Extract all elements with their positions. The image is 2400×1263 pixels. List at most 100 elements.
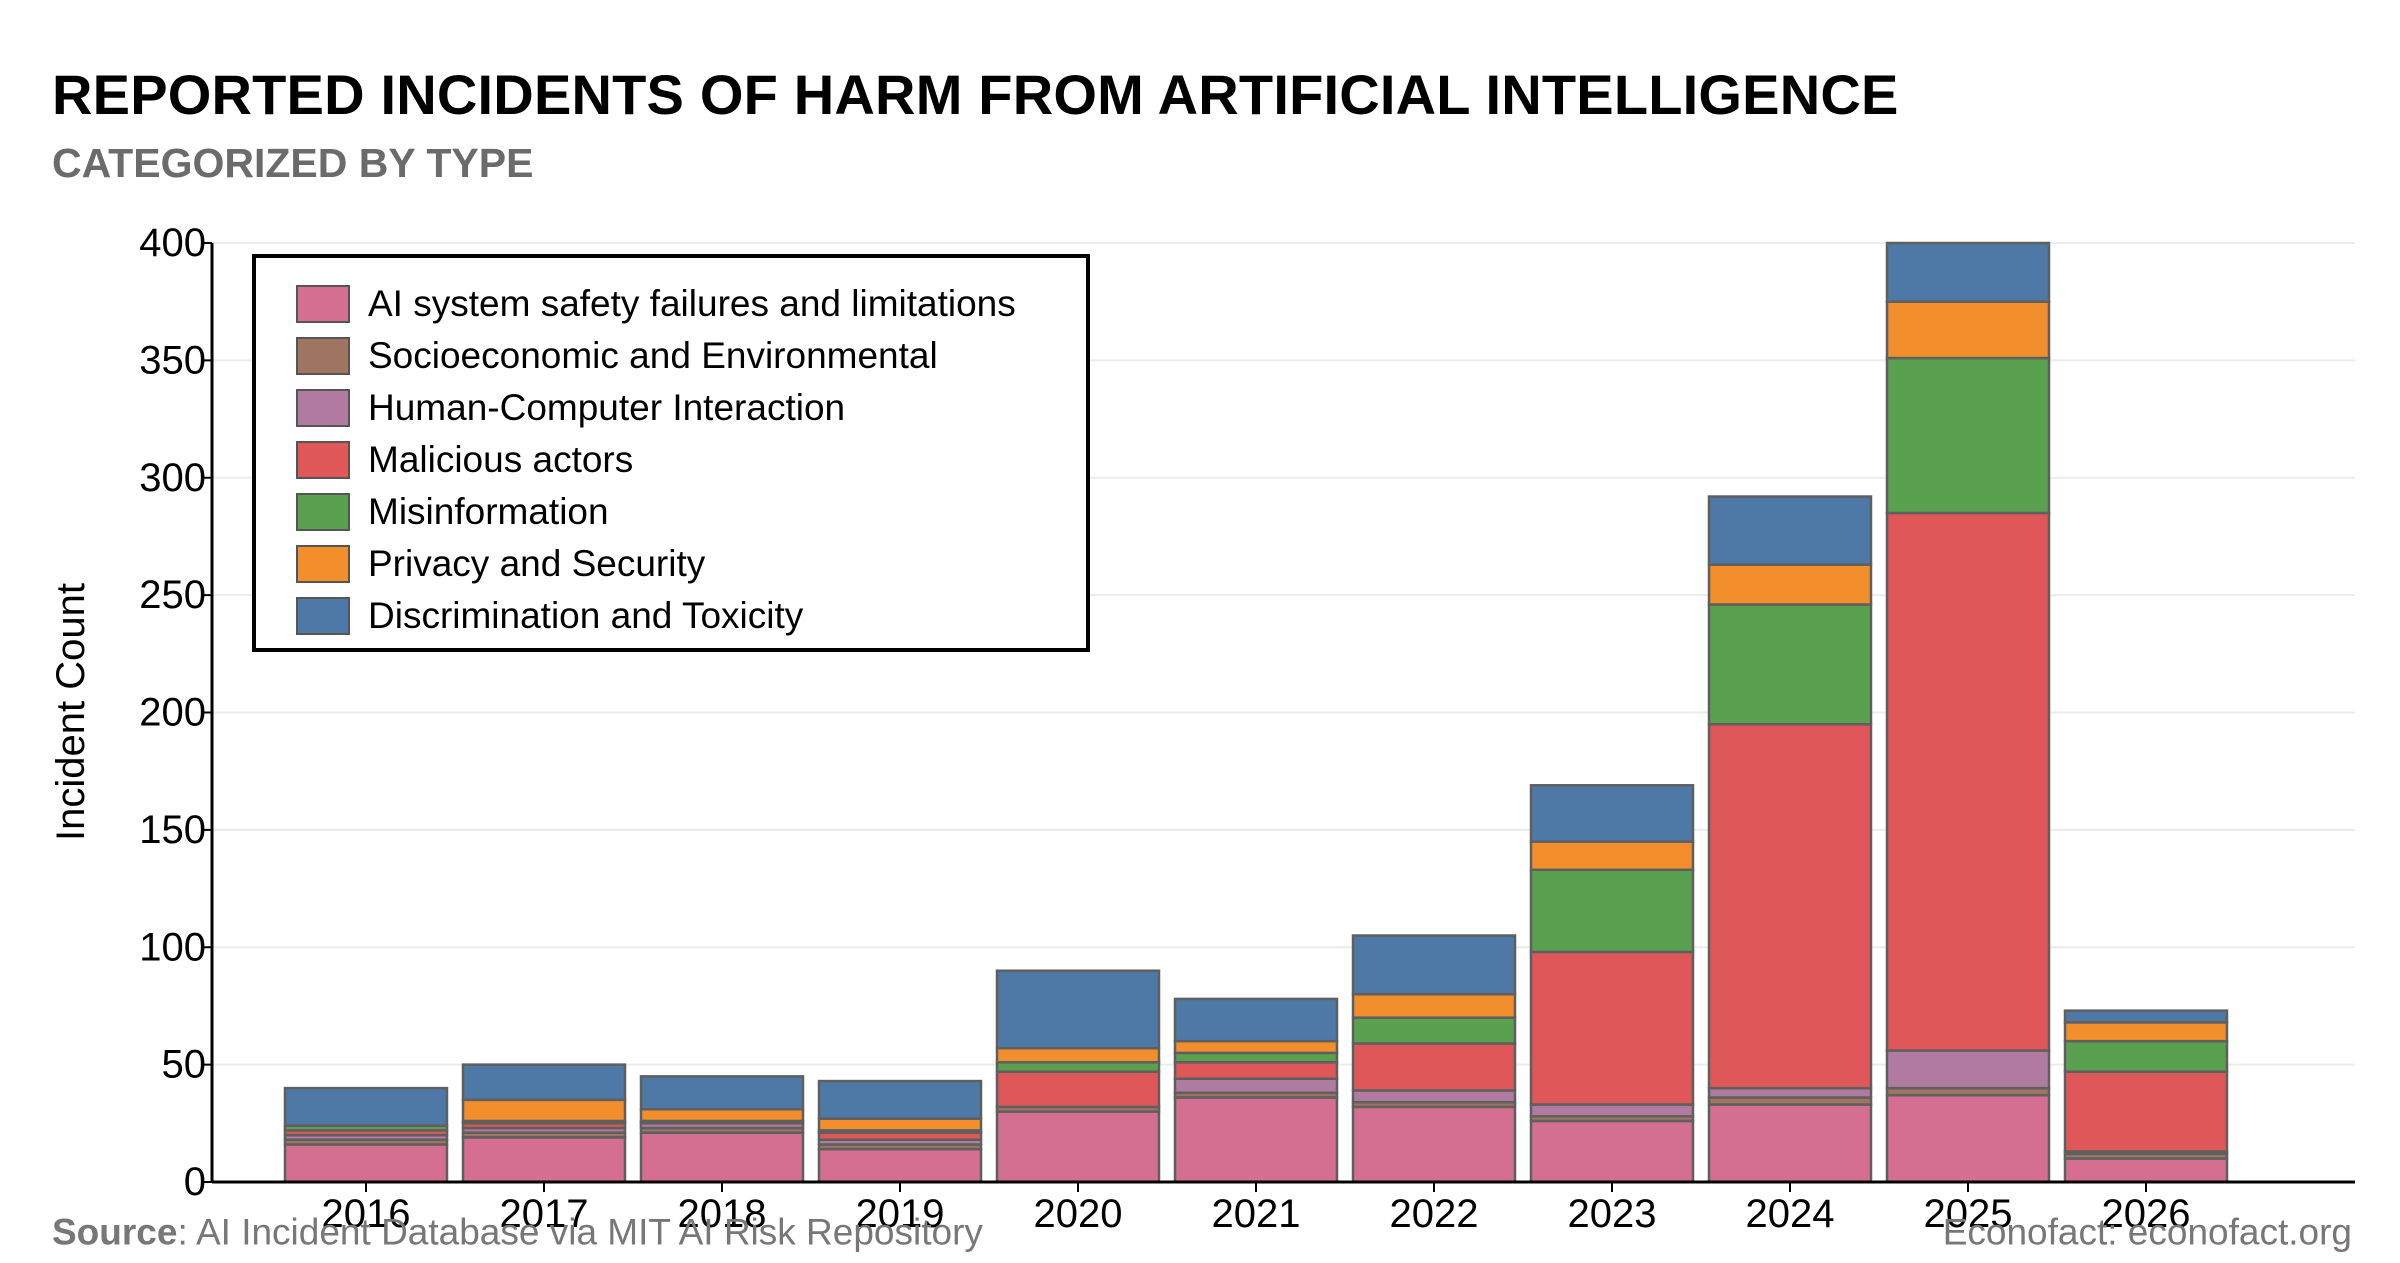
y-tick-label: 100 <box>139 925 206 969</box>
bar-segment-discrimination-and-toxicity <box>1173 997 1339 1043</box>
bar-segment-privacy-and-security <box>1529 840 1695 872</box>
bar-segment-ai-system-safety-failures-and-limitations <box>1885 1093 2051 1184</box>
bar-segment-ai-system-safety-failures-and-limitations <box>1707 1103 1873 1184</box>
x-tick-label: 2022 <box>1390 1192 1479 1236</box>
bar-segment-privacy-and-security <box>1351 992 1517 1019</box>
legend-swatch <box>296 441 350 479</box>
bar-segment-misinformation <box>1707 603 1873 726</box>
x-tick-label: 2026 <box>2102 1192 2191 1236</box>
bar-segment-discrimination-and-toxicity <box>283 1086 449 1127</box>
bar-segment-misinformation <box>1173 1051 1339 1064</box>
bar-segment-misinformation <box>2063 1039 2229 1073</box>
bar-segment-privacy-and-security <box>995 1046 1161 1064</box>
legend-item: Socioeconomic and Environmental <box>296 335 938 376</box>
bar-segment-privacy-and-security <box>639 1107 805 1123</box>
bar-segment-discrimination-and-toxicity <box>817 1079 983 1120</box>
x-tick-label: 2018 <box>678 1192 767 1236</box>
legend-label: Socioeconomic and Environmental <box>368 335 938 376</box>
bar-stack-2017 <box>461 1063 627 1184</box>
bar-segment-malicious-actors <box>2063 1070 2229 1153</box>
bar-segment-malicious-actors <box>1351 1042 1517 1092</box>
x-tick-label: 2019 <box>856 1192 945 1236</box>
y-tick-label: 350 <box>139 338 206 382</box>
bar-segment-malicious-actors <box>1885 511 2051 1052</box>
source-label: Source <box>52 1211 178 1253</box>
bar-segment-ai-system-safety-failures-and-limitations <box>1351 1105 1517 1184</box>
x-tick-label: 2023 <box>1568 1192 1657 1236</box>
bar-segment-privacy-and-security <box>1885 300 2051 360</box>
legend-label: Misinformation <box>368 491 609 532</box>
bar-segment-ai-system-safety-failures-and-limitations <box>2063 1157 2229 1184</box>
bar-stack-2016 <box>283 1086 449 1184</box>
legend-item: Human-Computer Interaction <box>296 387 846 428</box>
bar-segment-discrimination-and-toxicity <box>1707 495 1873 566</box>
bar-segment-human-computer-interaction <box>1173 1077 1339 1095</box>
bar-segment-ai-system-safety-failures-and-limitations <box>1529 1119 1695 1184</box>
legend-item: AI system safety failures and limitation… <box>296 283 1016 324</box>
bar-segment-privacy-and-security <box>1173 1039 1339 1055</box>
bar-segment-misinformation <box>995 1061 1161 1073</box>
x-tick-label: 2017 <box>500 1192 589 1236</box>
bar-segment-discrimination-and-toxicity <box>1351 934 1517 996</box>
bar-stack-2026 <box>2063 1009 2229 1184</box>
bar-stacks <box>283 241 2229 1184</box>
bar-segment-discrimination-and-toxicity <box>995 969 1161 1050</box>
legend-swatch <box>296 493 350 531</box>
bar-segment-privacy-and-security <box>2063 1021 2229 1043</box>
bar-segment-discrimination-and-toxicity <box>1885 241 2051 303</box>
legend-item: Discrimination and Toxicity <box>296 595 804 636</box>
bar-stack-2025 <box>1885 241 2051 1184</box>
legend-label: Human-Computer Interaction <box>368 387 846 428</box>
legend-item: Malicious actors <box>296 439 634 480</box>
bar-segment-misinformation <box>1529 868 1695 954</box>
chart-subtitle: CATEGORIZED BY TYPE <box>52 140 534 186</box>
bar-segment-misinformation <box>1885 356 2051 515</box>
axes: 0 50 100 150 200 250 300 350 400 2016 2017 2018 2019… <box>139 221 2355 1236</box>
legend-label: Discrimination and Toxicity <box>368 595 804 636</box>
bar-segment-malicious-actors <box>1529 950 1695 1106</box>
bar-segment-human-computer-interaction <box>1529 1103 1695 1118</box>
bar-segment-discrimination-and-toxicity <box>639 1075 805 1111</box>
bar-segment-malicious-actors <box>1707 722 1873 1090</box>
legend-swatch <box>296 389 350 427</box>
legend-label: Privacy and Security <box>368 543 706 584</box>
bar-segment-ai-system-safety-failures-and-limitations <box>283 1143 449 1184</box>
bar-segment-ai-system-safety-failures-and-limitations <box>461 1136 627 1184</box>
legend-swatch <box>296 285 350 323</box>
bar-stack-2024 <box>1707 495 1873 1184</box>
bar-segment-ai-system-safety-failures-and-limitations <box>995 1110 1161 1184</box>
bar-segment-ai-system-safety-failures-and-limitations <box>817 1147 983 1184</box>
x-tick-label: 2020 <box>1034 1192 1123 1236</box>
bar-segment-privacy-and-security <box>461 1098 627 1123</box>
legend: AI system safety failures and limitation… <box>252 254 1090 652</box>
y-tick-label: 250 <box>139 573 206 617</box>
bar-segment-human-computer-interaction <box>1707 1086 1873 1099</box>
source-note: Source: AI Incident Database via MIT AI … <box>52 1214 983 1251</box>
x-tick-label: 2016 <box>322 1192 411 1236</box>
y-tick-label: 50 <box>162 1043 207 1087</box>
bar-segment-malicious-actors <box>1173 1061 1339 1080</box>
bar-stack-2018 <box>639 1075 805 1184</box>
y-tick-label: 150 <box>139 808 206 852</box>
bar-segment-privacy-and-security <box>817 1117 983 1132</box>
legend-swatch <box>296 597 350 635</box>
legend-swatch <box>296 337 350 375</box>
bar-stack-2020 <box>995 969 1161 1184</box>
x-tick-label: 2021 <box>1212 1192 1301 1236</box>
legend-label: Malicious actors <box>368 439 634 480</box>
bar-stack-2019 <box>817 1079 983 1184</box>
bar-segment-ai-system-safety-failures-and-limitations <box>639 1131 805 1184</box>
source-text: : AI Incident Database via MIT AI Risk R… <box>177 1211 983 1253</box>
y-axis-label: Incident Count <box>49 583 93 841</box>
bar-segment-privacy-and-security <box>1707 563 1873 606</box>
bar-segment-human-computer-interaction <box>1885 1049 2051 1090</box>
y-tick-label: 200 <box>139 691 206 735</box>
credit-note: Econofact: econofact.org <box>1942 1211 2352 1253</box>
y-tick-label: 400 <box>139 221 206 265</box>
legend-item: Privacy and Security <box>296 543 706 584</box>
bar-stack-2021 <box>1173 997 1339 1184</box>
bar-segment-discrimination-and-toxicity <box>2063 1009 2229 1024</box>
legend-item: Misinformation <box>296 491 609 532</box>
bar-segment-discrimination-and-toxicity <box>1529 784 1695 843</box>
